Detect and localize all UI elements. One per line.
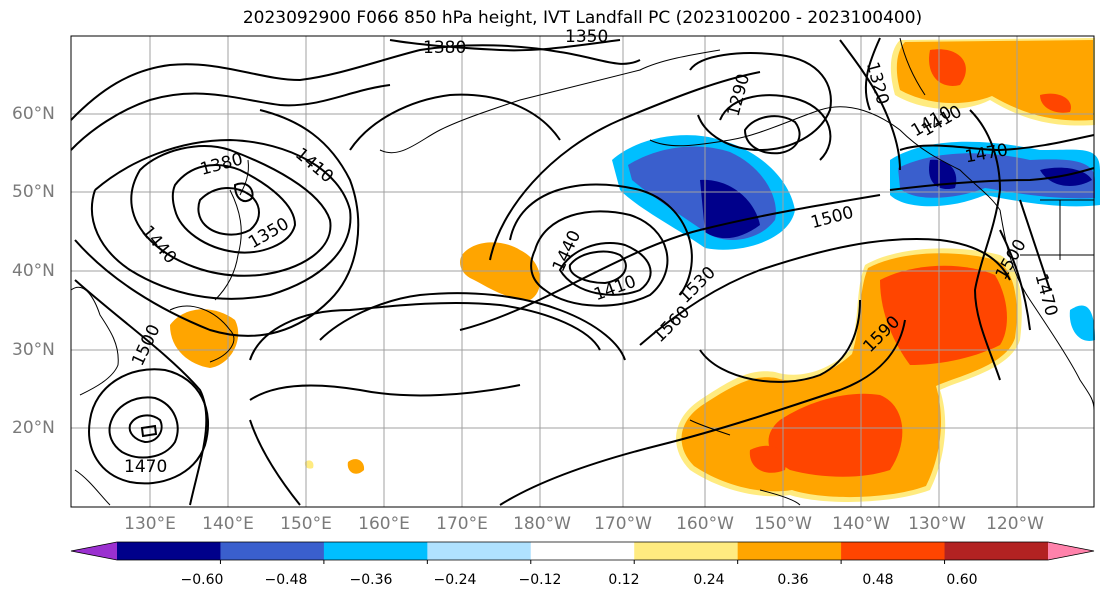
- lon-label: 170°W: [594, 514, 652, 534]
- lon-label: 160°E: [358, 514, 410, 534]
- colorbar-segment: [117, 542, 221, 560]
- positive-pc-region: [1040, 93, 1071, 113]
- colorbar-tick-label: −0.48: [264, 572, 308, 588]
- colorbar-segment: [944, 542, 1049, 560]
- positive-pc-region: [347, 459, 365, 474]
- lat-label: 20°N: [12, 418, 55, 438]
- coastlines: [70, 37, 1095, 506]
- lon-label: 160°W: [676, 514, 734, 534]
- lon-label: 140°E: [202, 514, 254, 534]
- colorbar-segment: [841, 542, 946, 560]
- lat-label: 40°N: [12, 261, 55, 281]
- contour-label: 1380: [423, 38, 466, 58]
- colorbar-tick-label: 0.60: [946, 572, 978, 588]
- negative-pc-region: [929, 159, 957, 190]
- lon-label: 120°W: [986, 514, 1044, 534]
- lat-label: 60°N: [12, 104, 55, 124]
- positive-pc-region: [768, 393, 903, 477]
- colorbar-tick-label: 0.24: [693, 572, 725, 588]
- lon-label: 150°W: [754, 514, 812, 534]
- lon-label: 170°E: [436, 514, 488, 534]
- lat-label: 30°N: [12, 340, 55, 360]
- positive-pc-region: [304, 460, 314, 469]
- colorbar-tick-label: 0.48: [862, 572, 894, 588]
- contour-label: 1350: [565, 27, 608, 47]
- map-frame: [70, 35, 1095, 508]
- colorbar-extend-max: [1048, 542, 1094, 560]
- colorbar-segments: [71, 542, 1094, 560]
- colorbar-tick-label: −0.12: [518, 572, 562, 588]
- colorbar-extend-min: [71, 542, 117, 560]
- lon-label: 150°E: [280, 514, 332, 534]
- lon-label: 140°W: [832, 514, 890, 534]
- colorbar-segment: [323, 542, 428, 560]
- positive-pc-region: [170, 309, 239, 368]
- colorbar-segment: [634, 542, 739, 560]
- lon-label: 180°W: [513, 514, 571, 534]
- positive-pc-region: [929, 49, 966, 86]
- colorbar-segment: [737, 542, 842, 560]
- colorbar-tick-label: −0.60: [180, 572, 224, 588]
- colorbar-outline: [70, 541, 1095, 561]
- negative-pc-region: [1069, 305, 1095, 341]
- colorbar-segment: [530, 542, 635, 560]
- height-contours: [70, 37, 1095, 506]
- lon-label: 130°E: [124, 514, 176, 534]
- contour-label: 1470: [124, 457, 167, 477]
- positive-pc-region: [749, 445, 786, 473]
- lat-label: 50°N: [12, 182, 55, 202]
- lon-label: 130°W: [908, 514, 966, 534]
- colorbar-tick-label: 0.36: [777, 572, 809, 588]
- colorbar-tick-label: −0.36: [349, 572, 393, 588]
- graticule: [71, 36, 1094, 507]
- colorbar-tick-label: −0.24: [433, 572, 477, 588]
- colorbar-tick-label: 0.12: [608, 572, 640, 588]
- negative-pc-region: [700, 179, 760, 239]
- colorbar-segment: [427, 542, 532, 560]
- colorbar-segment: [220, 542, 325, 560]
- ivt-shading: [170, 38, 1100, 502]
- map-title: 2023092900 F066 850 hPa height, IVT Land…: [242, 8, 923, 28]
